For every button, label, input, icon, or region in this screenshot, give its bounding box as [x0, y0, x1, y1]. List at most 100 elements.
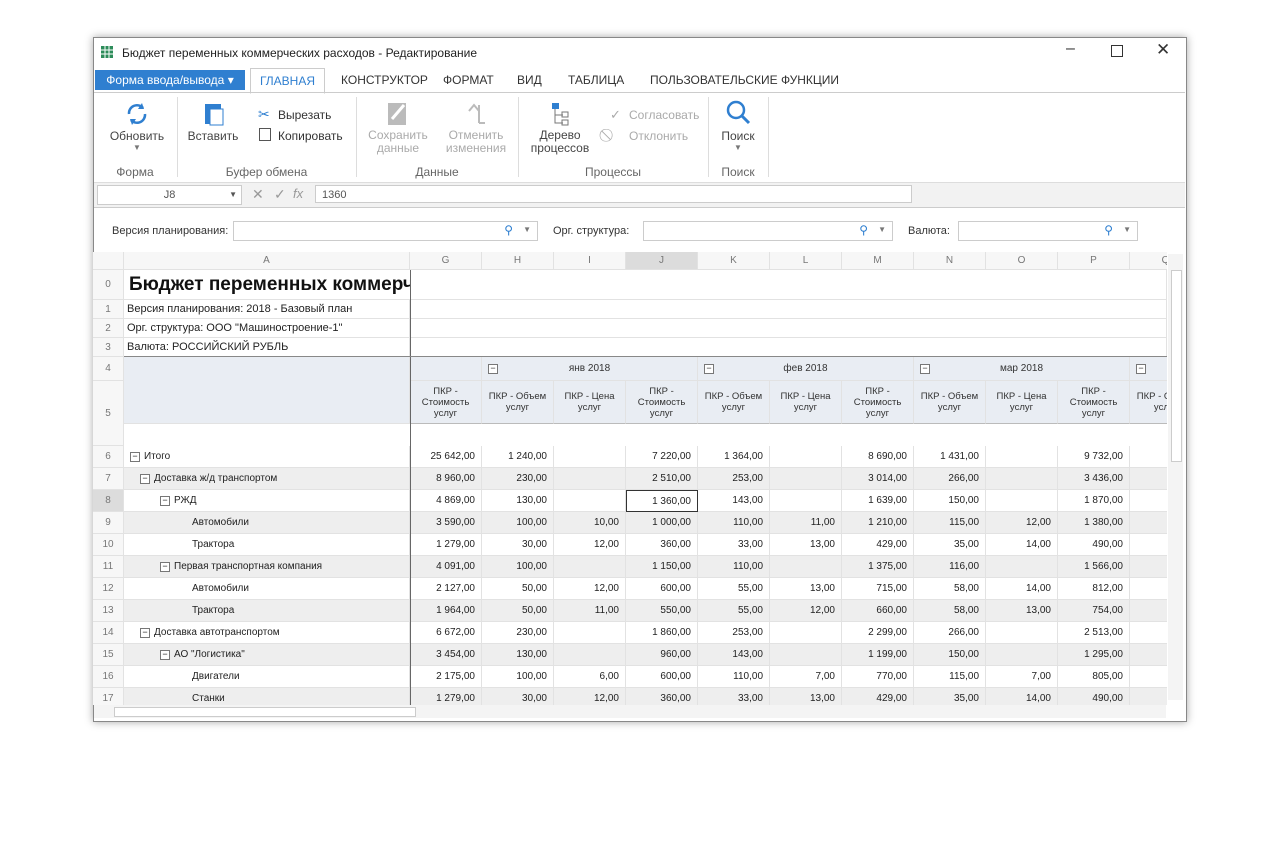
- h-scrollbar[interactable]: [94, 705, 1166, 718]
- button-process-tree[interactable]: Дерево процессов: [530, 128, 590, 155]
- freeze-line: [410, 270, 411, 705]
- cell: 150,00: [914, 644, 986, 666]
- sheet-title: Бюджет переменных коммерческих расходов: [124, 270, 410, 300]
- row-label-text: Трактора: [192, 605, 235, 616]
- button-refresh[interactable]: Обновить: [109, 129, 165, 143]
- refresh-icon: [127, 103, 147, 125]
- v-scrollbar[interactable]: [1168, 254, 1183, 700]
- row-label: − Доставка ж/д транспортом: [124, 468, 410, 490]
- filter-input[interactable]: ⚲ ▼: [233, 221, 538, 241]
- cell: [1130, 578, 1167, 600]
- cell: 1 199,00: [842, 644, 914, 666]
- filter-input[interactable]: ⚲ ▼: [643, 221, 893, 241]
- dropdown-arrow: ▼: [734, 143, 742, 152]
- corner: [93, 252, 124, 270]
- row-label-text: Двигатели: [192, 671, 240, 682]
- row-number: 13: [93, 600, 124, 622]
- cell: 55,00: [698, 578, 770, 600]
- cell: 12,00: [770, 600, 842, 622]
- formula-fx[interactable]: fx: [293, 186, 304, 201]
- close[interactable]: ✕: [1156, 40, 1171, 59]
- tab-active[interactable]: ГЛАВНАЯ: [250, 68, 325, 94]
- collapse-box: −: [160, 495, 170, 506]
- cell: [554, 644, 626, 666]
- tab[interactable]: КОНСТРУКТОР: [341, 73, 428, 87]
- column-subheader: ПКР - Объем услуг: [914, 381, 986, 424]
- cell: 429,00: [842, 688, 914, 705]
- cell: 35,00: [914, 534, 986, 556]
- tab[interactable]: ФОРМАТ: [443, 73, 494, 87]
- cell: 58,00: [914, 600, 986, 622]
- row-label-text: Станки: [192, 693, 225, 704]
- cell: 960,00: [626, 644, 698, 666]
- row-label: Автомобили: [124, 512, 410, 534]
- row-label: Станки: [124, 688, 410, 705]
- cell: 1 860,00: [626, 622, 698, 644]
- row-number: 15: [93, 644, 124, 666]
- cell: 360,00: [626, 688, 698, 705]
- column-subheader: ПКР - Стоимость услуг: [1058, 381, 1130, 424]
- cell-ref: J8: [163, 189, 176, 201]
- column-header: M: [842, 252, 914, 270]
- cell: 1 375,00: [842, 556, 914, 578]
- row-number: 11: [93, 556, 124, 578]
- group-label: Поиск: [721, 165, 755, 179]
- row-number: 17: [93, 688, 124, 705]
- formula-cancel[interactable]: ✕: [252, 186, 264, 202]
- cell: 1 150,00: [626, 556, 698, 578]
- cell: 35,00: [914, 688, 986, 705]
- collapse-box: −: [704, 364, 714, 374]
- formula-input[interactable]: 1360: [315, 185, 912, 203]
- info-line: Версия планирования: 2018 - Базовый план: [124, 300, 410, 319]
- cell: 1 431,00: [914, 446, 986, 468]
- button-save[interactable]: Сохранить данные: [368, 128, 428, 155]
- ribbon-border: [94, 92, 1185, 93]
- cell: [554, 556, 626, 578]
- cell: 600,00: [626, 578, 698, 600]
- column-subheader: ПКР - Цена услуг: [986, 381, 1058, 424]
- cell: 30,00: [482, 534, 554, 556]
- row-label-text: Автомобили: [192, 517, 249, 528]
- paste-icon: [205, 104, 224, 126]
- tab[interactable]: ТАБЛИЦА: [568, 73, 625, 87]
- cell: 130,00: [482, 644, 554, 666]
- minimize[interactable]: –: [1066, 40, 1075, 57]
- maximize[interactable]: [1111, 45, 1123, 57]
- button-paste[interactable]: Вставить: [187, 129, 239, 143]
- tab[interactable]: ВИД: [517, 73, 542, 87]
- filter-label: Орг. структура:: [553, 225, 630, 237]
- copy-icon: [259, 128, 271, 141]
- cell-name[interactable]: J8 ▼: [97, 185, 242, 205]
- cell: 812,00: [1058, 578, 1130, 600]
- button-copy[interactable]: Копировать: [278, 129, 343, 143]
- cell: [986, 622, 1058, 644]
- cell: 550,00: [626, 600, 698, 622]
- separator: [518, 97, 519, 177]
- tab[interactable]: ПОЛЬЗОВАТЕЛЬСКИЕ ФУНКЦИИ: [650, 73, 839, 87]
- cell: 2 175,00: [410, 666, 482, 688]
- filter-input[interactable]: ⚲ ▼: [958, 221, 1138, 241]
- cell: 30,00: [482, 688, 554, 705]
- cell: 1 639,00: [842, 490, 914, 512]
- row-label: − Доставка автотранспортом: [124, 622, 410, 644]
- cell: 2 299,00: [842, 622, 914, 644]
- formula-accept[interactable]: ✓: [274, 186, 286, 202]
- button-approve[interactable]: Согласовать: [629, 108, 700, 122]
- button-reject[interactable]: Отклонить: [629, 129, 689, 143]
- io-form-menu[interactable]: Форма ввода/вывода ▾: [95, 70, 245, 90]
- cell: [770, 490, 842, 512]
- row-label-text: РЖД: [174, 495, 197, 506]
- collapse-box: −: [160, 561, 170, 572]
- button-cut[interactable]: Вырезать: [278, 108, 332, 122]
- row-label: − АО "Логистика": [124, 644, 410, 666]
- row-number: 12: [93, 578, 124, 600]
- separator: [768, 97, 769, 177]
- cell: 115,00: [914, 666, 986, 688]
- cell: 253,00: [698, 622, 770, 644]
- column-header: P: [1058, 252, 1130, 270]
- button-undo[interactable]: Отменить изменения: [445, 128, 507, 155]
- button-search[interactable]: Поиск: [721, 129, 755, 143]
- cell: [1130, 644, 1167, 666]
- cell: 12,00: [554, 578, 626, 600]
